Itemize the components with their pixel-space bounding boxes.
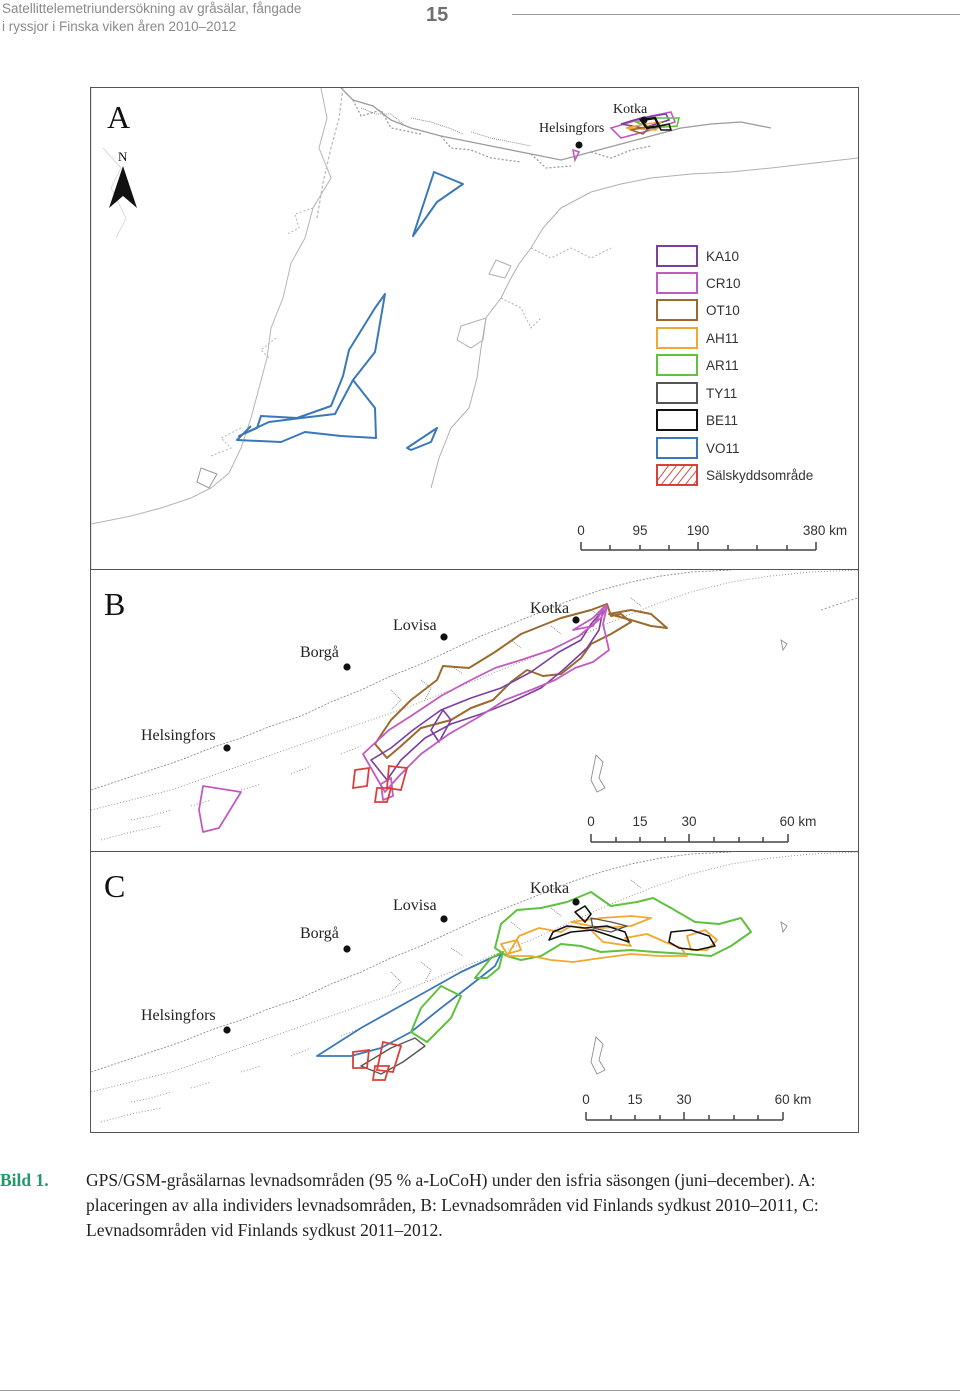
city-dot-lovisa-b: [440, 633, 448, 641]
panel-letter-a: A: [107, 99, 130, 135]
place-label-kotka-b: Kotka: [530, 600, 569, 617]
home-range-ah11-c: [500, 915, 718, 963]
running-title-line1: Satellittelemetriundersökning av gråsäla…: [2, 1, 302, 16]
page-number: 15: [426, 4, 449, 26]
legend-label-salskyddsomrade: Sälskyddsområde: [706, 468, 813, 483]
legend-swatch-ar11: [656, 354, 698, 376]
city-dot-kotka-c: [572, 898, 580, 906]
legend-swatches: [656, 245, 698, 486]
legend-swatch-ka10: [656, 245, 698, 267]
caption-text: GPS/GSM-gråsälarnas levnadsområden (95 %…: [86, 1170, 819, 1240]
coastline-c: [91, 852, 858, 1123]
city-dot-kotka-b: [572, 616, 580, 624]
city-markers-c: [223, 898, 580, 1034]
legend: KA10 CR10 OT10 AH11 AR11 TY11 BE11 VO11 …: [656, 245, 813, 486]
scale-tick-label-a-1: 95: [632, 523, 647, 538]
coastline-finland: [316, 88, 772, 219]
north-arrow-icon: [109, 166, 137, 208]
seal-protection-areas-b: [351, 765, 409, 803]
coastline-b: [91, 570, 858, 841]
legend-swatch-ot10: [656, 299, 698, 321]
coastline-archipelago-finland: [360, 107, 532, 147]
coastline-sweden: [91, 88, 332, 570]
home-range-cluster-kotka: [571, 111, 681, 163]
home-range-ar11-c: [410, 891, 752, 1043]
scale-tick-label-c-2: 30: [676, 1092, 691, 1107]
header-rule: [512, 14, 960, 15]
place-label-borga-c: Borgå: [300, 925, 339, 942]
scale-tick-label-c-0: 0: [582, 1092, 590, 1107]
home-range-ka10-b: [370, 609, 604, 781]
caption-label: Bild 1.: [0, 1170, 49, 1190]
legend-label-be11: BE11: [706, 413, 738, 428]
map-c-canvas: Kotka Lovisa Borgå Helsingfors C 0 15 30…: [91, 852, 858, 1123]
legend-swatch-ty11: [656, 382, 698, 404]
footer-rule: [0, 1390, 960, 1391]
legend-label-ka10: KA10: [706, 249, 739, 264]
city-dot-helsingfors: [575, 141, 583, 149]
legend-label-ah11: AH11: [706, 331, 739, 346]
scale-tick-label-b-3: 60 km: [780, 814, 817, 829]
home-range-cr10-b: [198, 605, 610, 833]
home-range-vo11-polygons: [236, 171, 464, 451]
panel-letter-b: B: [104, 586, 125, 622]
legend-swatch-be11: [656, 409, 698, 431]
scale-tick-label-a-2: 190: [687, 523, 710, 538]
legend-label-cr10: CR10: [706, 276, 741, 291]
home-range-be11-c: [548, 905, 716, 951]
city-markers-a: [575, 116, 648, 149]
north-arrow: N: [109, 149, 137, 208]
scale-tick-label-a-0: 0: [577, 523, 585, 538]
city-dot-kotka: [640, 116, 648, 124]
legend-label-vo11: VO11: [706, 441, 740, 456]
place-label-lovisa-c: Lovisa: [393, 897, 437, 914]
scale-bar-b: 0 15 30 60 km: [587, 814, 817, 843]
scale-bar-a: 0 95 190 380 km: [577, 523, 847, 551]
place-label-helsingfors: Helsingfors: [539, 121, 604, 136]
legend-label-ot10: OT10: [706, 303, 740, 318]
legend-label-ar11: AR11: [706, 358, 739, 373]
scale-tick-label-b-0: 0: [587, 814, 595, 829]
running-title-line2: i ryssjor i Finska viken åren 2010–2012: [2, 19, 237, 34]
map-b-canvas: Kotka Lovisa Borgå Helsingfors B 0 15 30…: [91, 570, 858, 843]
place-label-borga-b: Borgå: [300, 644, 339, 661]
scale-tick-label-c-3: 60 km: [775, 1092, 812, 1107]
place-label-kotka-c: Kotka: [530, 880, 569, 897]
legend-swatch-cr10: [656, 272, 698, 294]
home-range-ot10-b: [374, 603, 668, 759]
map-a-canvas: Helsingfors Kotka A N K: [91, 88, 858, 570]
legend-swatch-ah11: [656, 327, 698, 349]
place-label-lovisa-b: Lovisa: [393, 617, 437, 634]
seal-protection-areas-c: [352, 1040, 403, 1081]
map-panel-c: Kotka Lovisa Borgå Helsingfors C 0 15 30…: [90, 851, 859, 1133]
city-dot-borga-c: [343, 945, 351, 953]
legend-hatch: [656, 464, 698, 486]
scale-tick-label-b-1: 15: [632, 814, 647, 829]
scale-tick-label-a-3: 380 km: [803, 523, 847, 538]
city-dot-helsingfors-b: [223, 744, 231, 752]
scale-tick-label-c-1: 15: [627, 1092, 642, 1107]
map-panel-a: Helsingfors Kotka A N K: [90, 87, 859, 571]
city-dot-borga-b: [343, 663, 351, 671]
place-label-helsingfors-c: Helsingfors: [141, 1007, 216, 1024]
home-range-ty11-c: [360, 917, 628, 1075]
panel-letter-c: C: [104, 868, 125, 904]
place-label-helsingfors-b: Helsingfors: [141, 727, 216, 744]
coastline-estonia: [196, 157, 858, 489]
city-dot-helsingfors-c: [223, 1026, 231, 1034]
scale-tick-label-b-2: 30: [681, 814, 696, 829]
scale-bar-c: 0 15 30 60 km: [582, 1092, 812, 1121]
page-header: Satellittelemetriundersökning av gråsäla…: [0, 0, 960, 40]
north-label: N: [118, 149, 128, 164]
legend-label-ty11: TY11: [706, 386, 737, 401]
legend-swatch-vo11: [656, 437, 698, 459]
running-title: Satellittelemetriundersökning av gråsäla…: [2, 0, 301, 36]
city-markers-b: [223, 616, 580, 752]
map-panel-b: Kotka Lovisa Borgå Helsingfors B 0 15 30…: [90, 569, 859, 853]
place-label-kotka: Kotka: [613, 102, 648, 117]
city-dot-lovisa-c: [440, 915, 448, 923]
